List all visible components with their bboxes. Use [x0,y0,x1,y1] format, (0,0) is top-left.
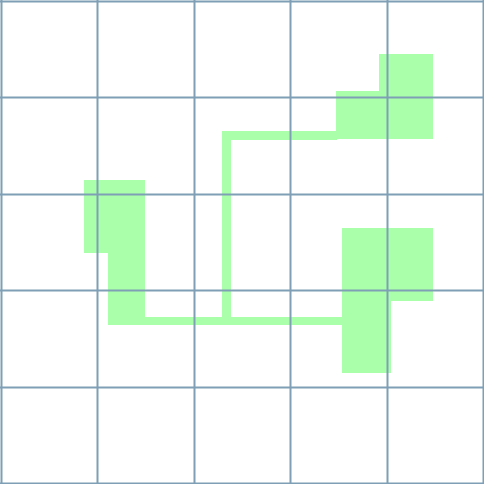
shape-segment [342,228,391,373]
shape-segment [222,131,231,325]
shape-segment [108,317,350,325]
shape-segment [222,131,337,140]
shape-segment [336,91,380,139]
shape-segment [108,180,145,325]
green-shape [84,54,433,373]
